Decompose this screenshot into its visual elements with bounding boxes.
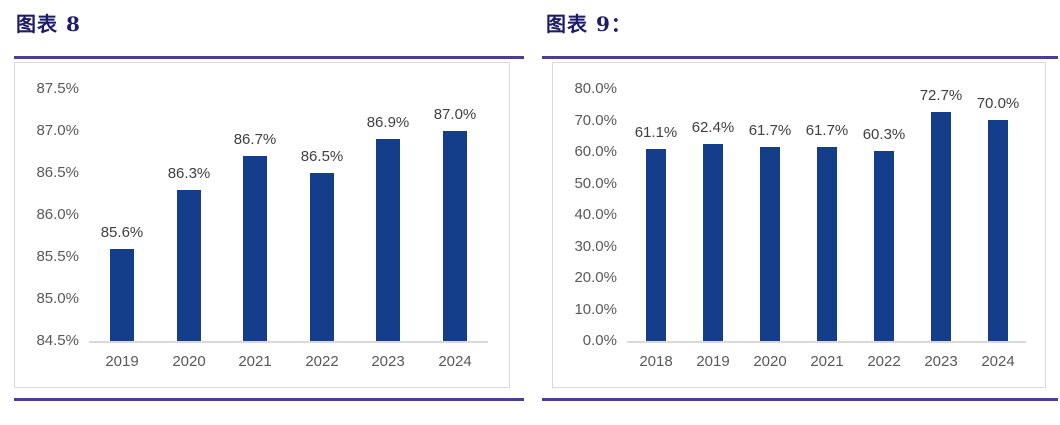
bar-2024	[988, 120, 1008, 341]
bar-2022	[874, 151, 894, 341]
bar-2021	[817, 147, 837, 341]
bar-value-label: 61.7%	[748, 122, 792, 139]
y-axis-tick-label: 30.0%	[574, 237, 617, 255]
bar-2023	[931, 112, 951, 341]
figure-9-title: 图表 9：	[546, 12, 632, 36]
bar-2022	[310, 173, 334, 341]
figure-8-title-rule	[14, 56, 524, 59]
x-axis-tick-label: 2023	[371, 353, 405, 370]
bar-2020	[177, 190, 201, 341]
figure-9-title-rule	[542, 56, 1058, 59]
x-axis-tick-label: 2019	[696, 353, 730, 370]
figure-9-bottom-rule	[542, 398, 1058, 401]
bar-value-label: 70.0%	[976, 95, 1020, 112]
bar-value-label: 86.9%	[366, 114, 410, 131]
x-axis-tick-label: 2020	[172, 353, 206, 370]
x-axis-tick-label: 2020	[753, 353, 787, 370]
y-axis-tick-label: 10.0%	[574, 300, 617, 318]
x-axis-tick-label: 2019	[105, 353, 139, 370]
x-axis-tick-label: 2024	[981, 353, 1015, 370]
bar-value-label: 86.5%	[300, 148, 344, 165]
bar-value-label: 85.6%	[100, 224, 144, 241]
bar-value-label: 61.1%	[634, 124, 678, 141]
bar-2019	[703, 144, 723, 341]
x-axis-tick-label: 2021	[810, 353, 844, 370]
bar-value-label: 87.0%	[433, 106, 477, 123]
figure-9-bar-chart: 80.0% 70.0% 60.0% 50.0% 40.0% 30.0% 20.0% 10.0%…	[553, 63, 1045, 387]
y-axis-tick-label: 0.0%	[582, 332, 617, 349]
x-axis-tick-label: 2022	[305, 353, 339, 370]
bar-2021	[243, 156, 267, 341]
figure-9: 图表 9： 80.0% 70.0% 60.0% 50.0% 40.0% 30.0% 20.0…	[530, 0, 1060, 425]
bar-2024	[443, 131, 467, 341]
figure-8-bar-chart: 87.5% 87.0% 86.5% 86.0% 85.5% 85.0% 84.5% 85.6%…	[15, 63, 509, 387]
bar-2020	[760, 147, 780, 341]
y-axis-tick-label: 86.5%	[36, 164, 79, 181]
bar-value-label: 72.7%	[919, 87, 963, 104]
x-axis-line	[89, 341, 488, 343]
y-axis-tick-label: 85.0%	[36, 290, 79, 307]
x-axis-line	[627, 341, 1026, 343]
y-axis-tick-label: 85.5%	[36, 248, 79, 265]
bar-value-label: 86.3%	[167, 165, 211, 182]
y-axis-tick-label: 20.0%	[574, 269, 617, 286]
y-axis-tick-label: 86.0%	[36, 206, 79, 223]
x-axis-tick-label: 2023	[924, 353, 958, 370]
x-axis-tick-label: 2021	[238, 353, 272, 370]
figure-9-chart-panel: 80.0% 70.0% 60.0% 50.0% 40.0% 30.0% 20.0% 10.0%…	[552, 62, 1046, 388]
y-axis-tick-label: 50.0%	[574, 174, 617, 192]
y-axis-tick-label: 87.5%	[36, 80, 79, 97]
bar-value-label: 61.7%	[805, 122, 849, 139]
bar-2023	[376, 139, 400, 341]
figure-8-chart-panel: 87.5% 87.0% 86.5% 86.0% 85.5% 85.0% 84.5% 85.6%…	[14, 62, 510, 388]
bar-value-label: 62.4%	[691, 119, 735, 136]
y-axis-tick-label: 70.0%	[574, 111, 617, 129]
x-axis-tick-label: 2024	[438, 353, 472, 370]
figure-8-bottom-rule	[14, 398, 524, 401]
y-axis-tick-label: 84.5%	[36, 332, 79, 349]
figure-8: 图表 8 87.5% 87.0% 86.5% 86.0% 85.5% 85.0% 84.5%…	[14, 12, 524, 401]
x-axis-tick-label: 2022	[867, 353, 901, 370]
y-axis-tick-label: 87.0%	[36, 122, 79, 139]
bar-value-label: 60.3%	[862, 126, 906, 143]
figure-8-title: 图表 8	[16, 12, 81, 36]
y-axis-tick-label: 60.0%	[574, 143, 617, 160]
y-axis-tick-label: 40.0%	[574, 206, 617, 223]
bar-2018	[646, 149, 666, 341]
y-axis-tick-label: 80.0%	[574, 80, 617, 97]
bar-value-label: 86.7%	[233, 131, 277, 148]
bar-2019	[110, 249, 134, 341]
x-axis-tick-label: 2018	[639, 353, 673, 370]
